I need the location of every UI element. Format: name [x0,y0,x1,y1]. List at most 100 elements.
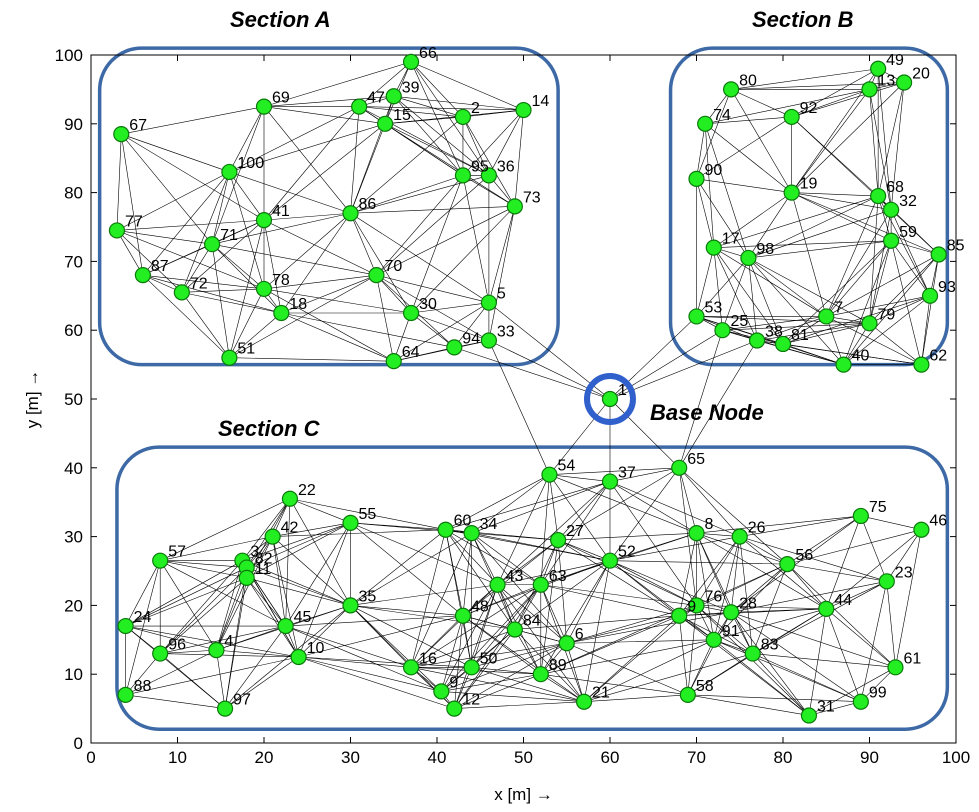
sensor-node [705,239,722,256]
edge [376,175,490,276]
edge [393,302,490,362]
sensor-node [852,693,869,710]
edge [410,615,464,668]
edge [471,532,559,541]
edge [696,533,753,654]
edge [825,316,844,365]
y-tick-label: 20 [64,596,83,615]
sensor-node [351,98,368,115]
edge [216,650,226,709]
node-label: 33 [497,324,515,341]
edge [678,533,697,616]
sensor-node [385,88,402,105]
node-label: 6 [575,626,584,643]
edge [289,498,446,531]
edge [142,274,265,290]
sensor-node [255,280,273,298]
edge [696,605,753,654]
edge [229,288,265,358]
edge [471,532,567,644]
edge [160,560,247,568]
edge [454,347,611,400]
base-node-title: Base Node [650,400,764,425]
edge [609,560,788,565]
node-label: 76 [705,588,723,605]
node-label: 82 [255,551,273,568]
edge [376,175,464,276]
edge [350,522,464,616]
edge [713,608,827,641]
edge [116,230,265,290]
edge [704,123,715,248]
y-tick-label: 40 [64,459,83,478]
node-label: 51 [237,341,255,358]
edge [752,653,896,668]
edge [609,560,732,613]
edge [350,522,498,586]
sensor-node [532,576,549,593]
edge [890,209,931,296]
node-label: 87 [151,258,169,275]
edge [730,89,792,118]
edge [246,577,351,606]
node-label: 94 [462,330,480,347]
edge [869,323,922,365]
sensor-node [368,267,385,284]
sensor-node [883,201,900,218]
sensor-node [740,249,757,267]
edge [350,584,498,606]
edge [298,656,455,709]
sensor-node [722,81,740,98]
edge [229,220,265,358]
node-label: 30 [419,296,437,313]
edge [860,667,896,702]
edge [462,533,472,616]
node-label: 50 [480,650,498,667]
edge [609,560,680,616]
edge [212,243,377,276]
edge [869,89,879,197]
edge [125,560,161,627]
edge [583,615,680,702]
edge [752,581,887,654]
axes: 0 10 20 30 40 50 60 70 80 90 100 0 10 20 30 40 50 60 70 80 9… [23,46,970,804]
edge [514,560,611,630]
edge [246,567,351,606]
edge [229,171,265,221]
node-label: 83 [761,637,779,654]
edge [350,116,464,214]
edge [540,481,611,585]
edge [216,536,273,651]
edge [583,560,611,702]
node-label: 99 [869,685,887,702]
edge [350,175,464,214]
edge [540,615,680,675]
edge [514,629,567,644]
edge [549,474,611,482]
sensor-node [774,335,792,353]
sensor-node [173,284,190,301]
edge [890,209,939,255]
edge [441,673,541,692]
edge [583,639,714,702]
edge [216,649,299,658]
edge [609,316,697,400]
edge [678,467,697,606]
edge [791,68,879,118]
node-label: 80 [739,72,757,89]
node-label: 81 [791,327,809,344]
edge [549,474,611,561]
edge [696,515,861,534]
node-label: 48 [471,599,489,616]
edge [730,612,810,716]
edge [748,192,792,259]
sensor-node [878,573,895,590]
edge [549,474,559,541]
edge [705,116,792,125]
region-1 [97,46,560,367]
node-label: 15 [393,107,411,124]
edge [263,219,377,276]
edge [739,536,754,654]
edge [488,206,516,303]
x-tick-label: 10 [168,748,187,767]
